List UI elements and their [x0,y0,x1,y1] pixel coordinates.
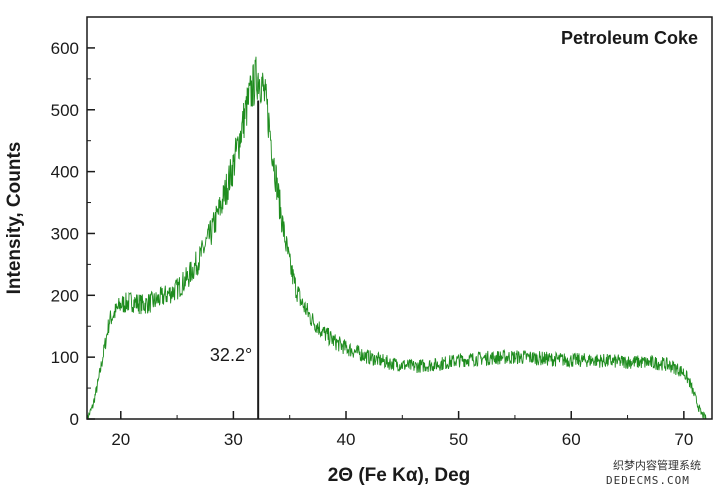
y-tick-label: 100 [51,348,79,367]
x-tick-label: 20 [111,430,130,449]
y-tick-label: 600 [51,39,79,58]
plot-area [86,56,707,420]
watermark-line1: 织梦内容管理系统 [613,458,701,472]
y-tick-label: 500 [51,101,79,120]
x-tick-label: 50 [449,430,468,449]
x-tick-label: 70 [674,430,693,449]
y-tick-label: 400 [51,163,79,182]
plot-frame [86,16,713,420]
x-tick-label: 40 [337,430,356,449]
y-tick-label: 0 [70,410,79,429]
xrd-intensity-line [86,56,707,420]
y-axis-title: Intensity, Counts [4,142,25,295]
x-axis-title: 2Θ (Fe Kα), Deg [328,465,471,486]
x-tick-label: 60 [562,430,581,449]
chart-title: Petroleum Coke [561,28,698,48]
tick-labels: 32.2° 20 30 40 50 60 70 0 100 200 300 400 500 600 [51,39,694,449]
peak-annotation: 32.2° [210,345,252,365]
y-tick-label: 200 [51,286,79,305]
x-tick-label: 30 [224,430,243,449]
watermark-line2: DEDECMS.COM [606,474,690,487]
y-tick-label: 300 [51,224,79,243]
